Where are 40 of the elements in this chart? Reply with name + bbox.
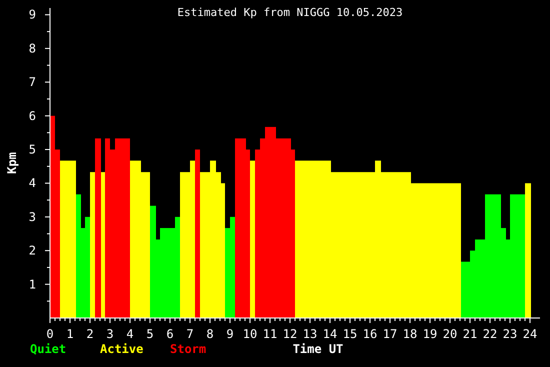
x-tick-label: 15 <box>342 327 358 341</box>
x-tick-label: 21 <box>462 327 478 341</box>
x-tick-label: 11 <box>262 327 278 341</box>
x-tick-label: 2 <box>86 327 94 341</box>
x-tick-label: 18 <box>402 327 418 341</box>
x-tick-label: 22 <box>482 327 498 341</box>
x-tick-label: 23 <box>502 327 518 341</box>
text: Quiet <box>30 342 66 356</box>
x-tick-label: 6 <box>166 327 174 341</box>
x-tick-label: 3 <box>106 327 114 341</box>
series-label: Active <box>100 342 144 356</box>
y-tick-label: 1 <box>28 277 36 292</box>
x-tick-label: 19 <box>422 327 438 341</box>
x-tick-label: 14 <box>322 327 338 341</box>
y-tick-label: 7 <box>28 75 36 90</box>
x-tick-label: 16 <box>362 327 378 341</box>
y-tick-label: 8 <box>28 41 36 56</box>
x-tick-label: 5 <box>146 327 154 341</box>
x-tick-label: 17 <box>382 327 398 341</box>
chart-title: Estimated Kp from NIGGG 10.05.2023 <box>177 6 403 19</box>
y-tick-label: 5 <box>28 142 36 157</box>
x-tick-label: 12 <box>282 327 298 341</box>
x-tick-label: 8 <box>206 327 214 341</box>
x-tick-label: 0 <box>46 327 54 341</box>
y-tick-label: 6 <box>28 108 36 123</box>
x-tick-label: 7 <box>186 327 194 341</box>
x-tick-label: 4 <box>126 327 134 341</box>
x-tick-label: 20 <box>442 327 458 341</box>
y-tick-label: 2 <box>28 244 36 258</box>
y-axis-title: Kpm <box>5 152 19 174</box>
text: Storm <box>170 342 206 356</box>
y-tick-label: 3 <box>28 210 36 224</box>
x-axis-title: Time UT <box>292 342 344 356</box>
y-tick-label: 4 <box>28 176 36 190</box>
x-tick-label: 24 <box>522 327 538 341</box>
x-tick-label: 1 <box>66 327 74 341</box>
y-tick-label: 9 <box>28 8 36 22</box>
x-tick-label: 10 <box>242 327 258 341</box>
x-tick-label: 9 <box>226 327 234 341</box>
x-tick-label: 13 <box>302 327 318 341</box>
